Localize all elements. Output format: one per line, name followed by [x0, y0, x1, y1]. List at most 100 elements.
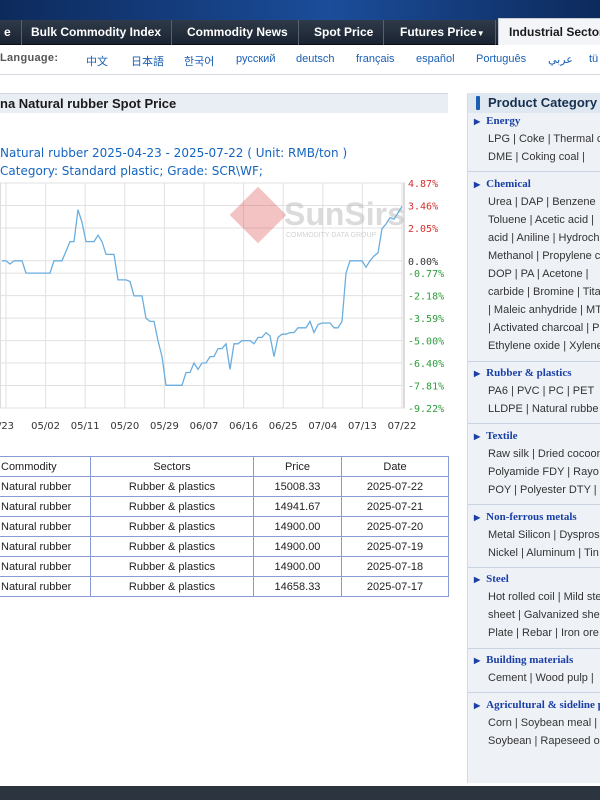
- category-links[interactable]: DOP | PA | Acetone |: [488, 268, 589, 280]
- category-links[interactable]: Nickel | Aluminum | Tin: [488, 547, 599, 559]
- category-label: Steel: [486, 573, 509, 585]
- language-link-portuguese[interactable]: Português: [476, 53, 527, 65]
- x-tick-label: 06/16: [229, 421, 258, 432]
- category-links[interactable]: Plate | Rebar | Iron ore: [488, 627, 599, 639]
- sector-cell: Rubber & plastics: [90, 516, 254, 537]
- category-links[interactable]: Metal Silicon | Dysprosi: [488, 529, 600, 541]
- category-links[interactable]: LLDPE | Natural rubbe: [488, 403, 599, 415]
- category-links[interactable]: Cement | Wood pulp |: [488, 672, 594, 684]
- language-link-japanese[interactable]: 日本語: [131, 56, 164, 68]
- divider: [468, 171, 600, 172]
- nav-item-industrial-sectors[interactable]: Industrial Sectors: [498, 18, 600, 45]
- category-links[interactable]: PA6 | PVC | PC | PET: [488, 385, 595, 397]
- table-row: Natural rubber Rubber & plastics 14900.0…: [0, 516, 449, 537]
- category-textile[interactable]: ▶ Textile: [474, 430, 518, 442]
- price-cell: 14658.33: [253, 576, 342, 597]
- footer-bar: [0, 786, 600, 800]
- sidebar-header: Product Category: [468, 93, 600, 113]
- commodity-cell[interactable]: Natural rubber: [0, 536, 91, 557]
- date-cell: 2025-07-19: [341, 536, 449, 557]
- category-links[interactable]: Soybean | Rapeseed o: [488, 735, 600, 747]
- language-link-spanish[interactable]: español: [416, 53, 455, 65]
- table-row: Natural rubber Rubber & plastics 14900.0…: [0, 536, 449, 557]
- table-row: Natural rubber Rubber & plastics 14900.0…: [0, 556, 449, 577]
- category-energy[interactable]: ▶ Energy: [474, 115, 520, 127]
- category-rubber-plastics[interactable]: ▶ Rubber & plastics: [474, 367, 572, 379]
- category-links[interactable]: Urea | DAP | Benzene: [488, 196, 596, 208]
- category-links[interactable]: DME | Coking coal |: [488, 151, 585, 163]
- price-chart: SunSirs COMMODITY DATA GROUP 4.87% 3.46% 2.0…: [0, 175, 460, 440]
- category-links[interactable]: Toluene | Acetic acid |: [488, 214, 594, 226]
- y-tick-label: 2.05%: [408, 224, 438, 235]
- nav-item-label: Industrial Sectors: [509, 25, 600, 39]
- commodity-cell[interactable]: Natural rubber: [0, 516, 91, 537]
- table-row: Natural rubber Rubber & plastics 14658.3…: [0, 576, 449, 597]
- commodity-cell[interactable]: Natural rubber: [0, 556, 91, 577]
- language-link-turkish[interactable]: tü: [589, 53, 599, 65]
- price-cell: 14900.00: [253, 556, 342, 577]
- y-tick-label: -2.18%: [408, 292, 444, 303]
- column-header-commodity: Commodity: [0, 456, 91, 477]
- divider: [468, 504, 600, 505]
- language-bar: Language: 中文 日本語 한국어 русский deutsch fra…: [0, 46, 600, 72]
- language-label: Language:: [0, 52, 59, 64]
- nav-item-home[interactable]: e: [0, 20, 22, 45]
- category-links[interactable]: Ethylene oxide | Xylene: [488, 340, 600, 352]
- x-tick-label: 05/11: [71, 421, 100, 432]
- nav-item-futures-price[interactable]: Futures Price▼: [390, 20, 496, 45]
- triangle-right-icon: ▶: [474, 369, 481, 378]
- commodity-cell[interactable]: Natural rubber: [0, 476, 91, 497]
- price-cell: 15008.33: [253, 476, 342, 497]
- language-link-chinese[interactable]: 中文: [86, 56, 108, 68]
- divider: [468, 423, 600, 424]
- x-tick-label: 06/07: [190, 421, 219, 432]
- category-agricultural[interactable]: ▶ Agricultural & sideline products: [474, 699, 600, 711]
- nav-item-commodity-news[interactable]: Commodity News: [177, 20, 299, 45]
- y-tick-label: 0.00%: [408, 257, 438, 268]
- y-tick-label: -5.00%: [408, 337, 444, 348]
- language-link-french[interactable]: français: [356, 53, 395, 65]
- nav-item-bulk-commodity-index[interactable]: Bulk Commodity Index: [21, 20, 173, 45]
- category-links[interactable]: POY | Polyester DTY |: [488, 484, 597, 496]
- nav-item-label: Spot Price: [314, 25, 374, 39]
- category-links[interactable]: sheet | Galvanized shee: [488, 609, 600, 621]
- sector-cell: Rubber & plastics: [90, 576, 254, 597]
- x-tick-label: 05/29: [150, 421, 179, 432]
- language-link-arabic[interactable]: عربي: [548, 54, 573, 66]
- price-cell: 14900.00: [253, 536, 342, 557]
- series-line: [2, 206, 403, 386]
- column-header-sectors: Sectors: [90, 456, 254, 477]
- language-link-korean[interactable]: 한국어: [184, 56, 215, 68]
- nav-item-label: Bulk Commodity Index: [31, 25, 162, 39]
- commodity-cell[interactable]: Natural rubber: [0, 496, 91, 517]
- date-cell: 2025-07-17: [341, 576, 449, 597]
- category-links[interactable]: | Activated charcoal | P: [488, 322, 600, 334]
- language-link-russian[interactable]: русский: [236, 53, 276, 65]
- y-tick-label: 3.46%: [408, 202, 438, 213]
- category-chemical[interactable]: ▶ Chemical: [474, 178, 531, 190]
- triangle-right-icon: ▶: [474, 117, 481, 126]
- category-links[interactable]: Polyamide FDY | Rayo: [488, 466, 599, 478]
- nav-item-spot-price[interactable]: Spot Price: [304, 20, 385, 45]
- page-title: na Natural rubber Spot Price: [0, 93, 448, 113]
- category-links[interactable]: | Maleic anhydride | MT: [488, 304, 600, 316]
- category-label: Energy: [486, 115, 521, 127]
- commodity-cell[interactable]: Natural rubber: [0, 576, 91, 597]
- category-non-ferrous-metals[interactable]: ▶ Non-ferrous metals: [474, 511, 577, 523]
- category-links[interactable]: acid | Aniline | Hydroch: [488, 232, 600, 244]
- language-link-german[interactable]: deutsch: [296, 53, 335, 65]
- category-links[interactable]: Raw silk | Dried cocoon: [488, 448, 600, 460]
- category-steel[interactable]: ▶ Steel: [474, 573, 509, 585]
- category-links[interactable]: carbide | Bromine | Tita: [488, 286, 600, 298]
- y-tick-label: -9.22%: [408, 404, 444, 415]
- category-label: Agricultural & sideline products: [486, 699, 600, 711]
- category-links[interactable]: Hot rolled coil | Mild ste: [488, 591, 600, 603]
- category-links[interactable]: Methanol | Propylene c: [488, 250, 600, 262]
- date-cell: 2025-07-18: [341, 556, 449, 577]
- y-tick-label: -7.81%: [408, 381, 444, 392]
- category-links[interactable]: Corn | Soybean meal |: [488, 717, 598, 729]
- category-links[interactable]: LPG | Coke | Thermal c: [488, 133, 600, 145]
- category-building-materials[interactable]: ▶ Building materials: [474, 654, 573, 666]
- sector-cell: Rubber & plastics: [90, 496, 254, 517]
